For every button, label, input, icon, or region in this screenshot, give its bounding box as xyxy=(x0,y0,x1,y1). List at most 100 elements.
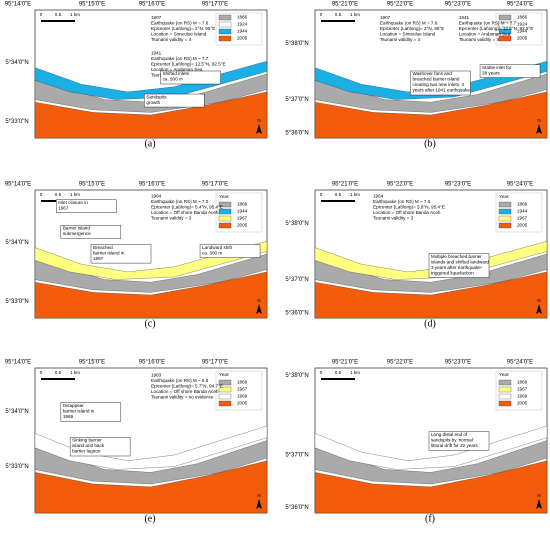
quake-info: Epicenter (Lat\long)= 2°N, 95°E xyxy=(380,26,444,31)
annotation: sandspits by 'normal' xyxy=(431,437,474,442)
annotation: littoral drift for 22 years xyxy=(431,443,478,448)
quake-info: 1907 xyxy=(380,15,391,20)
lon-label: 95°22'0"E xyxy=(387,182,413,188)
annotation: Barrier island xyxy=(63,226,91,231)
legend-swatch xyxy=(498,208,512,215)
legend-label: 1924 xyxy=(517,22,528,27)
scale-label: 1 km xyxy=(350,192,360,197)
annotation-box xyxy=(69,437,131,457)
annotation: Sandspits xyxy=(146,94,167,99)
annotation: barrier island in xyxy=(63,408,95,413)
land xyxy=(34,460,268,514)
quake-info: Epicenter (Lat\long)= 5.4°N, 95.4°E xyxy=(151,205,223,210)
lat-label: 5°38'0"N xyxy=(285,373,308,379)
lon-label: 95°21'0"E xyxy=(332,2,358,8)
north-arrow xyxy=(536,124,542,134)
quake-info: 1941 xyxy=(459,15,470,20)
quake-info: 1907 xyxy=(151,15,162,20)
scale-bar xyxy=(41,20,75,22)
scale-label: 1 km xyxy=(350,370,360,375)
north-label: N xyxy=(537,298,540,303)
quake-info: Earthquake (on RS) M ~ 7.0 xyxy=(373,199,431,204)
lon-label: 95°22'0"E xyxy=(387,360,413,366)
annotation: ca. 300 m xyxy=(202,250,222,255)
quake-info: Tsunami validity = 4 xyxy=(459,37,500,42)
quake-info: Epicenter (Lat\long)= 5.8°N, 95.4°E xyxy=(373,205,445,210)
annotation: Inlet closure in xyxy=(58,200,88,205)
scale-bar xyxy=(321,378,355,380)
legend-swatch xyxy=(498,393,512,400)
shoreline-mid xyxy=(34,61,268,100)
scale-label: 0.5 xyxy=(335,12,342,17)
scale-bar xyxy=(321,20,355,22)
lon-label: 95°24'0"E xyxy=(507,2,533,8)
legend-swatch xyxy=(218,28,232,35)
legend-swatch xyxy=(498,222,512,229)
legend-label: 1924 xyxy=(237,22,248,27)
annotation: creating two new inlets, 3 xyxy=(412,82,464,87)
annotation-box xyxy=(410,70,471,96)
legend-title: Year: xyxy=(219,194,230,199)
legend-label: 2005 xyxy=(237,401,248,406)
lon-label: 95°17'0"E xyxy=(202,360,228,366)
shoreline-mid xyxy=(34,241,268,280)
scale-label: 1 km xyxy=(70,12,80,17)
lat-label: 5°34'0"N xyxy=(5,409,28,415)
quake-info: Earthquake (on RS) M ~ 7.7 xyxy=(459,20,517,25)
lon-label: 95°21'0"E xyxy=(332,182,358,188)
quake-info: Epicenter (Lat\long)= 5.7°N, 94.7°E xyxy=(151,383,223,388)
annotation-box xyxy=(60,225,122,239)
annotation: Sinking barrier xyxy=(72,438,102,443)
quake-info: Tsunami validity = 3 xyxy=(373,216,414,221)
legend-swatch xyxy=(498,201,512,208)
annotation-box xyxy=(90,244,152,264)
quake-info: Tsunami validity = 3 xyxy=(151,216,192,221)
shoreline-mid xyxy=(34,425,268,470)
lon-label: 95°14'0"E xyxy=(5,2,31,8)
shoreline-mid xyxy=(314,241,548,280)
legend-label: 2005 xyxy=(517,223,528,228)
annotation: submergence xyxy=(63,231,91,236)
scale-label: 0 xyxy=(320,370,323,375)
lat-label: 5°37'0"N xyxy=(285,277,308,283)
legend-label: 1967 xyxy=(237,216,248,221)
quake-info: Location = Simeulue Island xyxy=(151,31,207,36)
panel-label: (c) xyxy=(144,318,155,329)
annotation-box xyxy=(428,253,490,278)
legend-label: 1866 xyxy=(517,202,528,207)
legend-label: 2005 xyxy=(237,36,248,41)
north-label: N xyxy=(537,118,540,123)
lat-label: 5°37'0"N xyxy=(285,97,308,103)
north-label: N xyxy=(537,493,540,498)
legend-label: 1967 xyxy=(517,216,528,221)
legend-swatch xyxy=(218,215,232,222)
shoreline-old xyxy=(314,253,548,293)
panel-label: (b) xyxy=(424,138,436,149)
land xyxy=(314,460,548,514)
legend-label: 1944 xyxy=(237,29,248,34)
annotation: island and back xyxy=(72,443,105,448)
legend-swatch xyxy=(498,386,512,393)
quake-info: Earthquake (on RS) M ~ 7.0 xyxy=(151,199,209,204)
annotation: Washover fans and xyxy=(412,71,452,76)
lon-label: 95°24'0"E xyxy=(507,182,533,188)
legend-label: 2005 xyxy=(517,36,528,41)
scale-label: 0.5 xyxy=(55,12,62,17)
quake-info: Location = Andaman Sea xyxy=(151,67,203,72)
lon-label: 95°16'0"E xyxy=(139,182,165,188)
legend-label: 1969 xyxy=(237,394,248,399)
legend-swatch xyxy=(498,400,512,407)
legend-label: 1944 xyxy=(517,209,528,214)
legend-label: 1866 xyxy=(237,15,248,20)
quake-info: Earthquake (on RS) M ~ 7.6 xyxy=(151,20,209,25)
annotation: Shifted inlets xyxy=(163,71,190,76)
quake-info: Epicenter (Lat\long)= 2°N, 95°E xyxy=(151,26,215,31)
quake-info: Epicenter (Lat\long)= 12.5°N, 92.5°E xyxy=(459,26,534,31)
panel-label: (d) xyxy=(424,318,436,329)
scale-label: 0.5 xyxy=(335,192,342,197)
annotation-box xyxy=(199,244,261,258)
legend-swatch xyxy=(218,386,232,393)
legend-title: Year: xyxy=(499,194,510,199)
legend-swatch xyxy=(218,208,232,215)
north-arrow xyxy=(256,499,262,509)
